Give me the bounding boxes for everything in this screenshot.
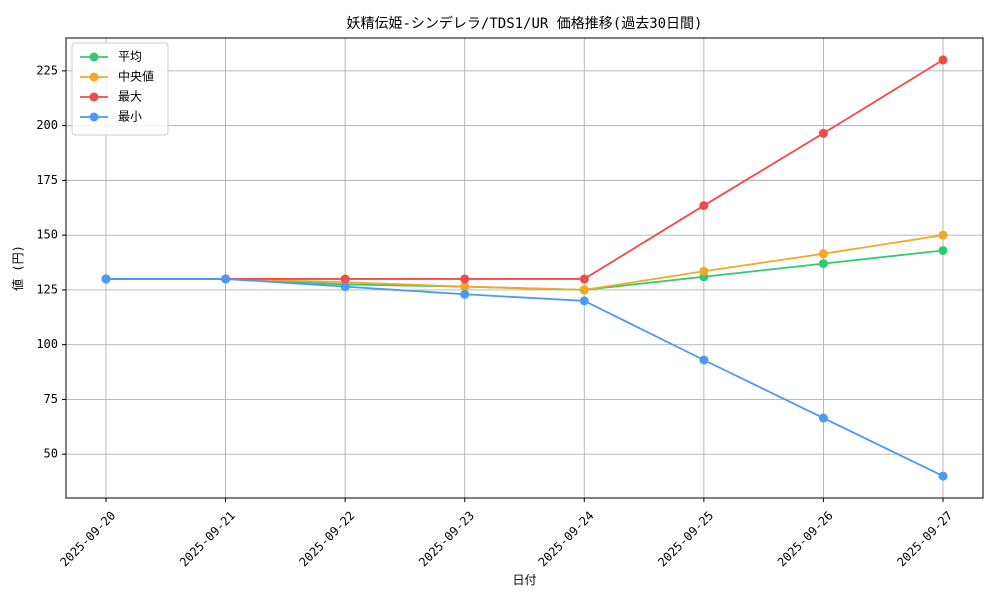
series-最小 <box>101 274 948 481</box>
grid <box>66 38 983 498</box>
y-tick-label: 150 <box>36 228 58 242</box>
legend-label: 中央値 <box>118 69 154 84</box>
data-point <box>699 201 709 211</box>
legend-marker <box>89 112 99 122</box>
legend-marker <box>89 52 99 62</box>
y-tick-label: 175 <box>36 173 58 187</box>
legend-marker <box>89 92 99 102</box>
data-point <box>579 274 589 284</box>
data-point <box>579 296 589 306</box>
y-tick-label: 225 <box>36 63 58 77</box>
legend-item: 最小 <box>80 110 142 124</box>
data-point <box>938 245 948 255</box>
data-point <box>221 274 231 284</box>
legend-item: 最大 <box>80 90 142 104</box>
data-point <box>938 55 948 65</box>
y-tick-label: 75 <box>44 392 58 406</box>
data-point <box>579 285 589 295</box>
legend-label: 最大 <box>118 90 142 104</box>
legend-box <box>71 42 169 136</box>
data-point <box>340 282 350 292</box>
x-axis-title: 日付 <box>512 573 536 587</box>
data-point <box>460 274 470 284</box>
legend-label: 最小 <box>118 110 142 124</box>
series-line <box>106 278 944 477</box>
data-point <box>938 471 948 481</box>
legend-item: 平均 <box>80 50 142 64</box>
y-tick-label: 125 <box>36 282 58 296</box>
y-tick-label: 100 <box>36 337 58 351</box>
legend-label: 平均 <box>118 50 142 64</box>
data-point <box>818 413 828 423</box>
legend-item: 中央値 <box>80 69 154 84</box>
data-point <box>101 274 111 284</box>
data-point <box>460 289 470 299</box>
series-lines <box>101 55 948 481</box>
data-point <box>340 274 350 284</box>
plot-area-frame <box>65 37 984 499</box>
series-line <box>106 59 944 280</box>
data-point <box>938 230 948 240</box>
chart-title: 妖精伝姫-シンデレラ/TDS1/UR 価格推移(過去30日間) <box>346 15 702 32</box>
data-point <box>818 249 828 259</box>
legend-marker <box>89 72 99 82</box>
data-point <box>460 282 470 292</box>
data-point <box>699 355 709 365</box>
data-point <box>699 266 709 276</box>
y-axis-title: 値 (円) <box>10 245 25 291</box>
y-tick-label: 50 <box>44 447 58 461</box>
data-point <box>818 128 828 138</box>
y-tick-label: 200 <box>36 118 58 132</box>
data-point <box>818 259 828 269</box>
